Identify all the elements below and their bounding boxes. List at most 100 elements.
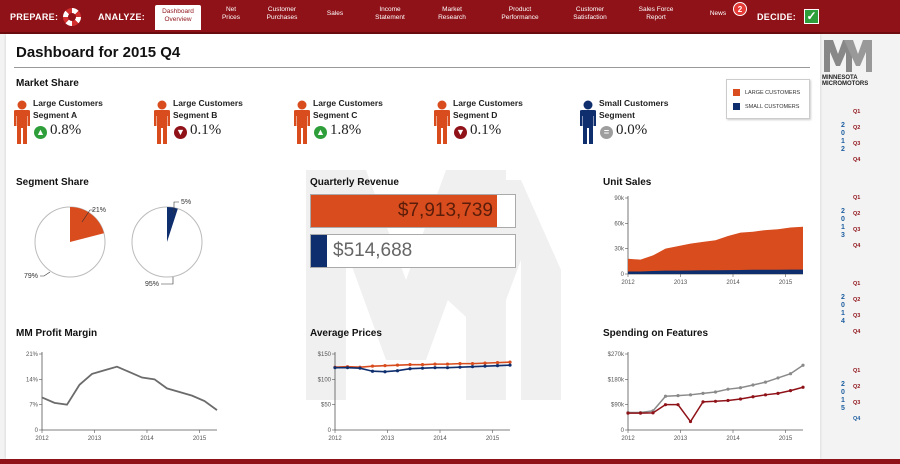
x-tick-label: 2012 (621, 436, 635, 442)
timeline-quarter[interactable]: Q2 (853, 125, 861, 131)
nav-item-customer-purchases[interactable]: Customer Purchases (266, 6, 298, 21)
timeline-quarter[interactable]: Q4 (853, 243, 861, 249)
data-point (420, 363, 425, 367)
segment-share-heading: Segment Share (16, 177, 89, 188)
trend-up-icon: ▲ (314, 126, 327, 139)
data-point (458, 362, 462, 366)
timeline-quarter[interactable]: Q1 (853, 281, 861, 287)
timeline-quarter[interactable]: Q2 (853, 211, 861, 217)
revenue-bar-large-fill (311, 195, 497, 227)
pie-label: 79% (24, 273, 38, 280)
data-point (738, 397, 743, 401)
nav-item-product-performance[interactable]: Product Performance (501, 6, 539, 21)
y-tick-label: $180k (608, 377, 625, 383)
revenue-large-value: $7,913,739 (397, 200, 493, 221)
nav-item-dashboard-overview[interactable]: Dashboard Overview (155, 5, 201, 30)
data-point (801, 385, 805, 389)
data-point (788, 372, 793, 376)
trend-flat-icon: = (600, 126, 613, 139)
x-tick-label: 2015 (193, 436, 207, 442)
person-icon (12, 100, 32, 144)
revenue-bar-large: $7,913,739 (310, 194, 516, 228)
data-point (701, 400, 705, 404)
pie-leader-line (173, 201, 179, 214)
revenue-small-value: $514,688 (333, 240, 413, 261)
nav-item-customer-satisfaction[interactable]: Customer Satisfaction (573, 6, 607, 21)
pie-leader-line (40, 271, 51, 277)
nav-item-market-research[interactable]: Market Research (438, 6, 466, 21)
data-point (738, 386, 743, 390)
nav-item-sales-force-report[interactable]: Sales Force Report (638, 6, 674, 21)
x-tick-label: 2012 (621, 280, 635, 286)
data-point (676, 403, 680, 407)
data-point (358, 366, 362, 370)
nav-item-news[interactable]: News (709, 10, 727, 17)
timeline-quarter[interactable]: Q1 (853, 109, 861, 115)
checkmark-icon[interactable]: ✓ (804, 9, 819, 24)
data-point (776, 376, 780, 380)
data-point (420, 366, 425, 370)
chart-legend: LARGE CUSTOMERS SMALL CUSTOMERS (726, 79, 810, 119)
data-point (688, 419, 693, 424)
data-point (445, 362, 450, 366)
timeline-quarter[interactable]: Q4 (853, 329, 861, 335)
data-point (433, 366, 437, 370)
y-tick-label: 14% (26, 377, 39, 383)
lifebuoy-icon[interactable] (63, 8, 81, 26)
pie-slice (167, 207, 178, 242)
x-tick-label: 2015 (486, 436, 500, 442)
segment-name: Large Customers Segment A (33, 98, 103, 120)
top-navigation-bar: PREPARE: ANALYZE: Dashboard Overview Net … (0, 0, 900, 34)
data-point (776, 391, 780, 396)
y-tick-label: 0 (35, 428, 39, 434)
nav-item-sales[interactable]: Sales (326, 10, 344, 17)
pie-label: 5% (181, 199, 191, 206)
nav-item-net-prices[interactable]: Net Prices (221, 6, 241, 21)
x-tick-label: 2014 (726, 280, 740, 286)
average-prices-chart: 0 $50 $100 $150 2012 2013 2014 2015 (318, 352, 512, 442)
x-tick-label: 2013 (674, 280, 688, 286)
profit-margin-heading: MM Profit Margin (16, 328, 98, 339)
person-icon (578, 100, 598, 144)
data-point (470, 365, 475, 369)
data-point (370, 369, 375, 373)
segment-name: Large Customers Segment C (313, 98, 383, 120)
legend-swatch-small (733, 103, 740, 110)
timeline-quarter[interactable]: Q4 (853, 416, 861, 422)
timeline-quarter[interactable]: Q3 (853, 141, 861, 147)
market-share-heading: Market Share (16, 78, 79, 89)
data-point (408, 363, 412, 367)
data-point (751, 395, 755, 399)
person-icon (292, 100, 312, 144)
pie-leader-line (161, 277, 174, 285)
data-point (395, 363, 400, 367)
data-point (483, 361, 487, 365)
timeline-quarter[interactable]: Q1 (853, 195, 861, 201)
legend-item-large: LARGE CUSTOMERS (733, 89, 800, 96)
pie-label: 95% (145, 281, 159, 288)
nav-item-income-statement[interactable]: Income Statement (375, 6, 405, 21)
y-tick-label: 90k (614, 196, 625, 202)
data-point (701, 391, 705, 396)
timeline-quarter[interactable]: Q3 (853, 313, 861, 319)
revenue-bar-small: $514,688 (310, 234, 516, 268)
timeline-quarter[interactable]: Q2 (853, 384, 861, 390)
timeline-quarter[interactable]: Q4 (853, 157, 861, 163)
legend-item-small: SMALL CUSTOMERS (733, 103, 799, 110)
y-tick-label: $270k (608, 352, 625, 358)
data-point (345, 366, 350, 370)
timeline-quarter[interactable]: Q3 (853, 400, 861, 406)
timeline-quarter[interactable]: Q3 (853, 227, 861, 233)
segment-share-value: 0.1% (190, 122, 222, 138)
x-tick-label: 2014 (433, 436, 447, 442)
data-point (726, 387, 730, 391)
timeline-quarter[interactable]: Q1 (853, 368, 861, 374)
data-point (458, 365, 462, 369)
area-series (628, 269, 803, 274)
page-title: Dashboard for 2015 Q4 (16, 44, 181, 61)
timeline-quarter[interactable]: Q2 (853, 297, 861, 303)
